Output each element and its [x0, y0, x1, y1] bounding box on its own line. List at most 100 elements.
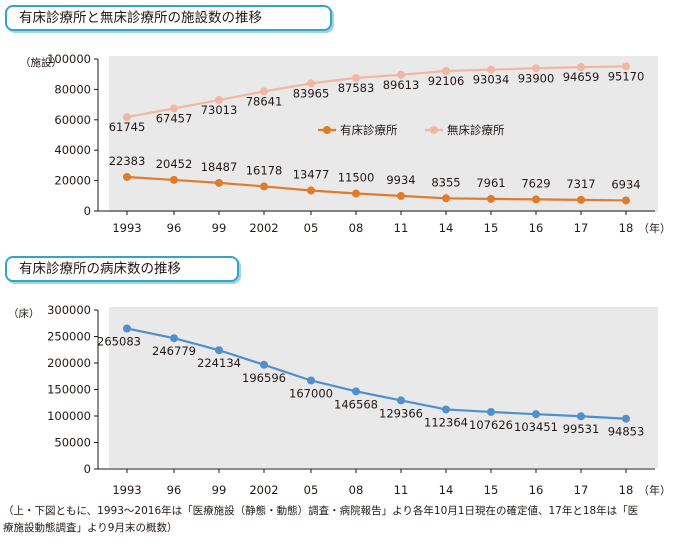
data-label: 22383 — [109, 154, 146, 168]
data-label: 67457 — [156, 111, 193, 125]
data-label: 13477 — [293, 168, 330, 182]
x-tick-label: 17 — [574, 483, 589, 497]
data-point — [397, 70, 405, 79]
data-label: 93900 — [518, 71, 555, 85]
data-label: 73013 — [201, 103, 238, 117]
data-label: 112364 — [424, 415, 468, 429]
data-point — [352, 73, 360, 82]
data-point — [260, 182, 268, 191]
data-point — [215, 346, 223, 355]
y-tick-label: 300000 — [47, 303, 91, 317]
data-label: 6934 — [611, 177, 640, 191]
data-label: 16178 — [246, 163, 283, 177]
data-label: 61745 — [109, 120, 146, 134]
data-point — [307, 186, 315, 195]
data-label: 94853 — [608, 425, 645, 439]
data-label: 7629 — [521, 176, 550, 190]
x-tick-label: 2002 — [249, 483, 278, 497]
data-point — [622, 62, 630, 71]
x-tick-label: 2002 — [249, 221, 278, 235]
x-tick-label: 99 — [212, 221, 227, 235]
data-label: 167000 — [289, 386, 333, 400]
data-label: 129366 — [379, 406, 423, 420]
data-point — [170, 334, 178, 343]
y-tick-label: 50000 — [54, 436, 91, 450]
data-point — [622, 414, 630, 423]
x-tick-label: 08 — [349, 221, 364, 235]
data-label: 103451 — [514, 420, 558, 434]
data-point — [442, 66, 450, 75]
data-point — [307, 376, 315, 385]
x-tick-label: 99 — [212, 483, 227, 497]
data-point — [123, 172, 131, 181]
x-axis-label: （年） — [638, 483, 671, 497]
data-point — [170, 104, 178, 113]
y-tick-label: 0 — [84, 204, 91, 218]
y-tick-label: 40000 — [54, 143, 91, 157]
x-tick-label: 96 — [167, 483, 182, 497]
data-label: 7317 — [566, 177, 595, 191]
data-point — [352, 189, 360, 198]
chart-1-title: 有床診療所と無床診療所の施設数の推移 — [5, 5, 332, 31]
data-point — [260, 360, 268, 369]
x-tick-label: 18 — [619, 221, 634, 235]
x-axis-label: （年） — [638, 221, 671, 235]
legend-marker — [430, 126, 438, 134]
x-tick-label: 1993 — [112, 221, 141, 235]
data-point — [397, 191, 405, 200]
data-point — [577, 195, 585, 204]
chart-1-plot-area — [109, 56, 658, 212]
data-point — [577, 412, 585, 421]
source-note-line-1: （上・下図ともに、1993～2016年は「医療施設（静態・動態）調査・病院報告」… — [3, 505, 639, 517]
data-label: 93034 — [473, 73, 510, 87]
data-point — [352, 387, 360, 396]
legend-label: 無床診療所 — [447, 123, 505, 137]
data-point — [442, 405, 450, 414]
data-label: 246779 — [152, 344, 196, 358]
x-tick-label: 15 — [484, 483, 499, 497]
x-tick-label: 16 — [529, 221, 544, 235]
data-point — [215, 96, 223, 105]
data-point — [123, 113, 131, 122]
data-point — [532, 195, 540, 204]
data-label: 196596 — [242, 371, 286, 385]
y-axis-label: （床） — [8, 307, 40, 320]
y-tick-label: 80000 — [54, 82, 91, 96]
data-point — [532, 410, 540, 419]
data-label: 87583 — [338, 81, 375, 95]
data-point — [123, 324, 131, 333]
data-label: 146568 — [334, 397, 378, 411]
x-tick-label: 05 — [304, 483, 319, 497]
x-tick-label: 05 — [304, 221, 319, 235]
x-tick-label: 17 — [574, 221, 589, 235]
data-point — [487, 65, 495, 74]
x-tick-label: 08 — [349, 483, 364, 497]
data-label: 18487 — [201, 160, 238, 174]
y-tick-label: 20000 — [54, 174, 91, 188]
data-label: 265083 — [97, 335, 141, 349]
y-tick-label: 100000 — [47, 52, 91, 66]
data-point — [487, 407, 495, 416]
data-label: 9934 — [386, 173, 415, 187]
data-label: 224134 — [197, 356, 241, 370]
data-point — [442, 194, 450, 203]
data-label: 20452 — [156, 157, 193, 171]
x-tick-label: 11 — [394, 483, 409, 497]
y-tick-label: 250000 — [47, 330, 91, 344]
source-note: （上・下図ともに、1993～2016年は「医療施設（静態・動態）調査・病院報告」… — [3, 503, 695, 537]
y-axis-label: （施設） — [20, 56, 62, 69]
y-tick-label: 200000 — [47, 356, 91, 370]
data-label: 89613 — [383, 78, 420, 92]
data-point — [260, 87, 268, 96]
data-label: 8355 — [431, 175, 460, 189]
x-tick-label: 11 — [394, 221, 409, 235]
data-label: 92106 — [428, 74, 465, 88]
data-label: 11500 — [338, 171, 375, 185]
series-line-1 — [126, 65, 627, 119]
x-tick-label: 16 — [529, 483, 544, 497]
data-point — [307, 79, 315, 88]
chart-2-plot-area — [109, 307, 658, 468]
data-label: 99531 — [563, 422, 600, 436]
y-tick-label: 0 — [84, 462, 91, 476]
data-point — [215, 178, 223, 187]
